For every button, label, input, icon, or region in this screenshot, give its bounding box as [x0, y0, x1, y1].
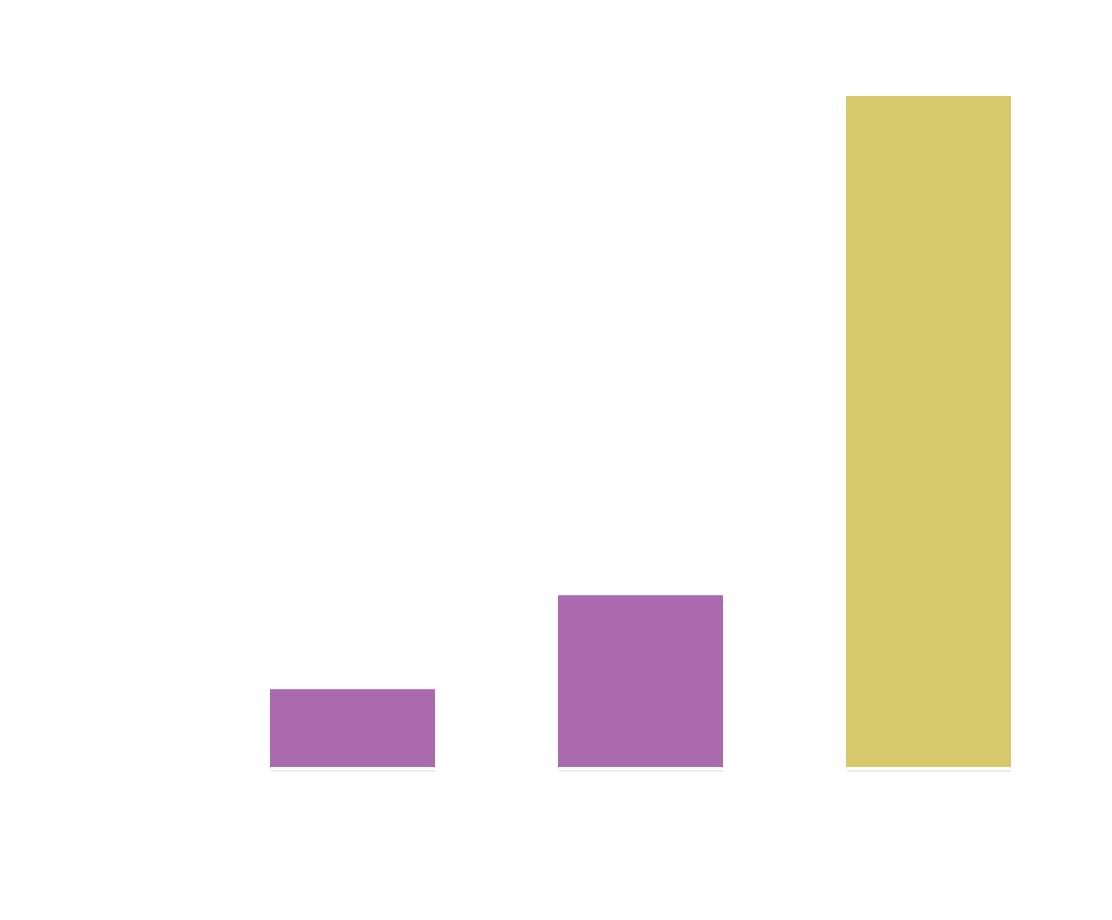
bars-layer — [270, 96, 1011, 772]
bar-baseline-3 — [846, 770, 1011, 772]
bar-baseline-2 — [558, 770, 723, 772]
bar-baseline-1 — [270, 770, 435, 772]
bar-2 — [558, 595, 723, 767]
bar-1 — [270, 689, 435, 767]
bar-3 — [846, 96, 1011, 767]
